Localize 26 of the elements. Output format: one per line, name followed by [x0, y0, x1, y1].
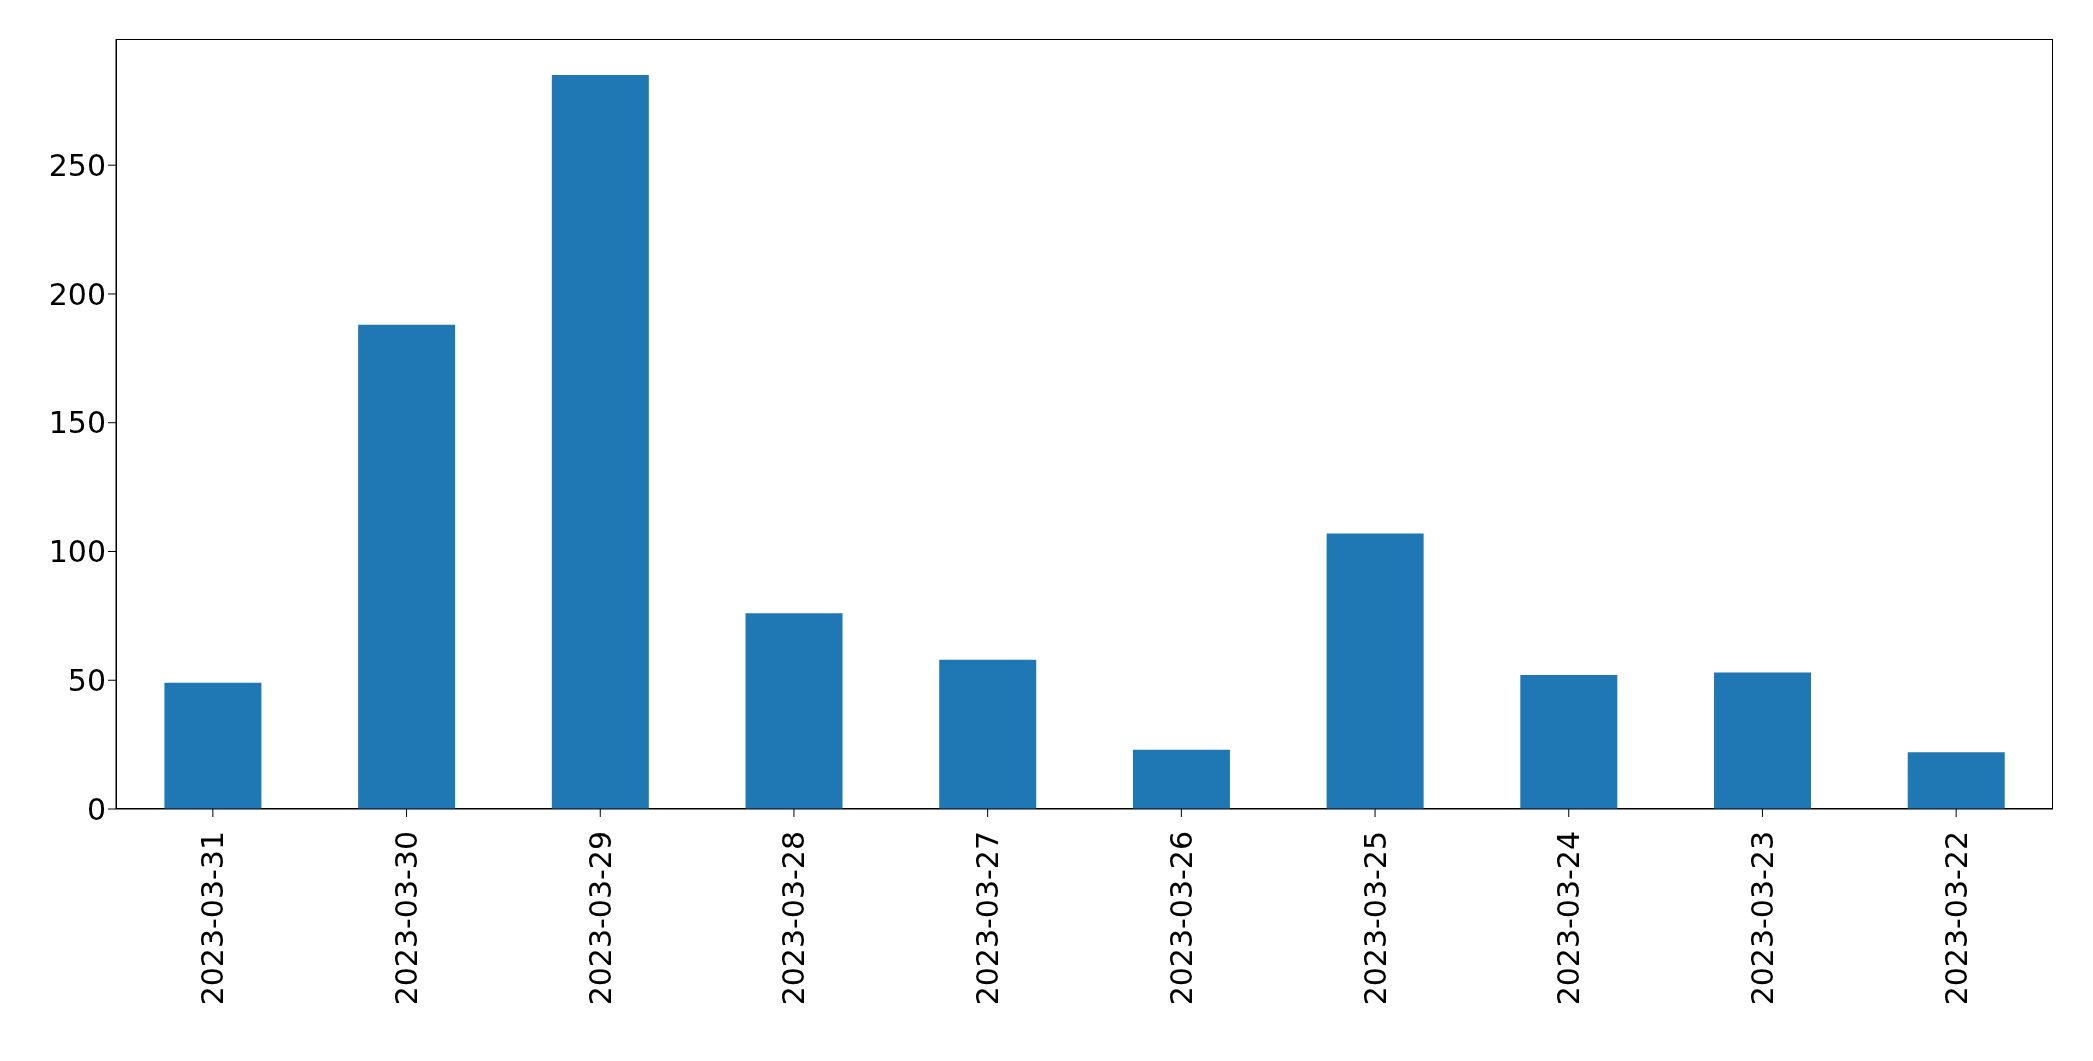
y-tick-label: 50: [67, 662, 106, 698]
bar: [1907, 752, 2005, 809]
x-tick-label: 2023-03-27: [970, 831, 1006, 1006]
x-tick-label: 2023-03-23: [1744, 831, 1780, 1006]
y-tick-label: 250: [48, 147, 106, 183]
x-tick-label: 2023-03-31: [195, 831, 231, 1006]
bar: [745, 613, 843, 809]
bar: [1132, 749, 1230, 809]
bar: [1520, 675, 1618, 809]
y-tick-label: 200: [48, 276, 106, 312]
bar: [939, 659, 1037, 809]
bar: [164, 682, 262, 809]
x-tick-label: 2023-03-24: [1551, 831, 1587, 1006]
bar: [358, 324, 456, 809]
y-tick-label: 0: [86, 791, 106, 827]
x-tick-label: 2023-03-29: [582, 831, 618, 1006]
x-tick-label: 2023-03-22: [1938, 831, 1974, 1006]
y-tick-label: 100: [48, 534, 106, 570]
x-tick-label: 2023-03-25: [1357, 831, 1393, 1006]
y-tick-label: 150: [48, 405, 106, 441]
x-tick-label: 2023-03-30: [389, 831, 425, 1006]
x-tick-label: 2023-03-26: [1163, 831, 1199, 1006]
bar: [1714, 672, 1812, 809]
bar: [551, 75, 649, 809]
bar: [1326, 533, 1424, 809]
x-tick-label: 2023-03-28: [776, 831, 812, 1006]
